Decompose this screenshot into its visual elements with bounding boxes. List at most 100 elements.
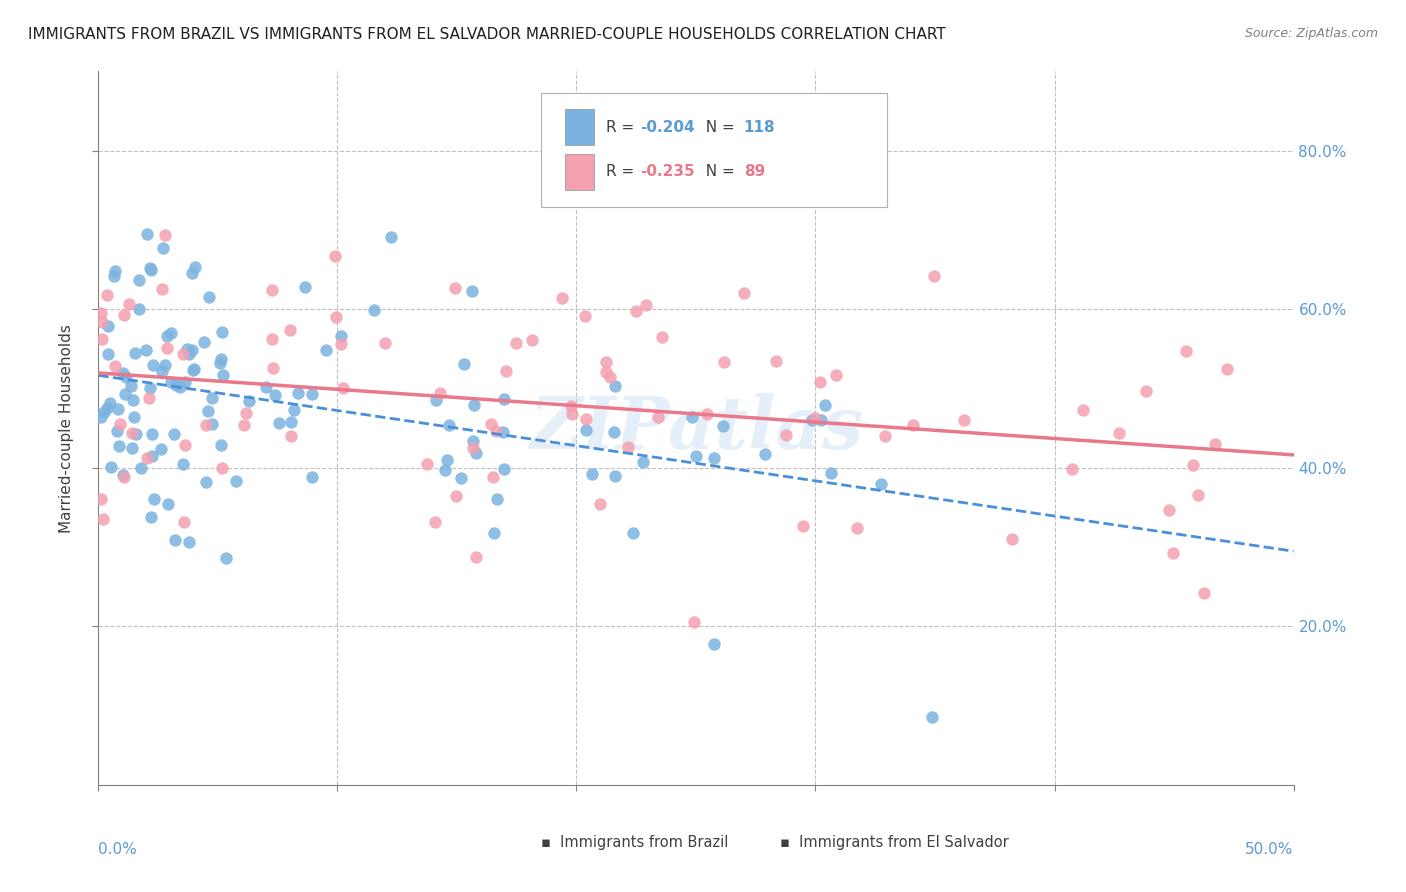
Point <box>463 434 485 448</box>
Point <box>150 442 173 457</box>
Point <box>97 318 120 333</box>
Point <box>325 310 347 325</box>
Point <box>634 298 657 312</box>
Point <box>254 380 277 394</box>
Point <box>814 398 837 412</box>
Point <box>922 268 945 283</box>
Point <box>233 417 256 432</box>
Point <box>444 281 467 295</box>
Point <box>560 399 582 413</box>
Point <box>461 442 484 456</box>
Point <box>599 369 621 384</box>
Point <box>429 385 451 400</box>
Point <box>374 336 396 351</box>
Point <box>142 492 165 507</box>
Text: 118: 118 <box>744 120 775 135</box>
Point <box>90 315 112 329</box>
Point <box>450 471 472 485</box>
Point <box>495 364 517 378</box>
Point <box>436 453 458 467</box>
Point <box>453 357 475 371</box>
Point <box>633 454 655 468</box>
Point <box>482 526 505 541</box>
Text: N =: N = <box>696 164 740 179</box>
Point <box>172 347 194 361</box>
Point <box>108 439 131 453</box>
Point <box>647 409 669 424</box>
Point <box>551 291 574 305</box>
Point <box>681 409 703 424</box>
Text: ▪  Immigrants from El Salvador: ▪ Immigrants from El Salvador <box>779 835 1008 850</box>
Point <box>212 368 235 382</box>
Point <box>124 345 146 359</box>
Point <box>138 260 160 275</box>
Point <box>315 343 337 358</box>
Point <box>713 354 735 368</box>
Text: ▪  Immigrants from Brazil: ▪ Immigrants from Brazil <box>541 835 728 850</box>
Point <box>492 392 515 407</box>
Point <box>193 335 215 350</box>
Point <box>98 396 121 410</box>
Point <box>287 385 309 400</box>
Point <box>485 491 508 506</box>
Point <box>112 467 135 482</box>
Point <box>574 412 596 426</box>
Point <box>283 403 305 417</box>
Point <box>121 425 143 440</box>
Point <box>177 347 200 361</box>
Point <box>581 467 603 481</box>
Point <box>575 423 598 437</box>
Point <box>437 417 460 432</box>
Point <box>122 409 145 424</box>
Point <box>1001 533 1024 547</box>
Point <box>626 303 648 318</box>
Point <box>621 526 644 541</box>
Point <box>118 296 141 310</box>
Point <box>301 387 323 401</box>
Point <box>152 241 174 255</box>
Point <box>105 424 128 438</box>
Point <box>194 417 217 432</box>
Text: IMMIGRANTS FROM BRAZIL VS IMMIGRANTS FROM EL SALVADOR MARRIED-COUPLE HOUSEHOLDS : IMMIGRANTS FROM BRAZIL VS IMMIGRANTS FRO… <box>28 27 946 42</box>
Text: Source: ZipAtlas.com: Source: ZipAtlas.com <box>1244 27 1378 40</box>
Point <box>278 323 301 337</box>
Point <box>115 369 138 384</box>
Point <box>173 375 195 389</box>
Point <box>1174 344 1197 359</box>
Text: 89: 89 <box>744 164 765 179</box>
Point <box>107 402 129 417</box>
Point <box>194 475 217 489</box>
Point <box>415 457 437 471</box>
Point <box>1204 437 1226 451</box>
Text: 0.0%: 0.0% <box>98 842 138 857</box>
Point <box>111 367 134 381</box>
Point <box>464 549 486 564</box>
Point <box>163 533 186 547</box>
Point <box>238 394 260 409</box>
Point <box>330 337 353 351</box>
Point <box>209 351 232 366</box>
FancyBboxPatch shape <box>565 109 595 145</box>
Point <box>901 417 924 432</box>
Point <box>141 426 163 441</box>
Point <box>150 282 173 296</box>
Point <box>153 228 176 243</box>
Point <box>215 550 238 565</box>
Point <box>181 266 204 280</box>
Point <box>165 378 187 392</box>
Point <box>574 310 596 324</box>
Point <box>875 429 897 443</box>
Point <box>696 407 718 421</box>
Point <box>136 227 159 242</box>
Point <box>174 438 197 452</box>
Point <box>173 515 195 529</box>
Point <box>121 442 143 456</box>
Point <box>492 462 515 476</box>
Point <box>225 474 247 488</box>
Point <box>301 470 323 484</box>
FancyBboxPatch shape <box>541 93 887 207</box>
Point <box>125 426 148 441</box>
Point <box>197 403 219 417</box>
Point <box>824 368 846 383</box>
Point <box>1108 425 1130 440</box>
